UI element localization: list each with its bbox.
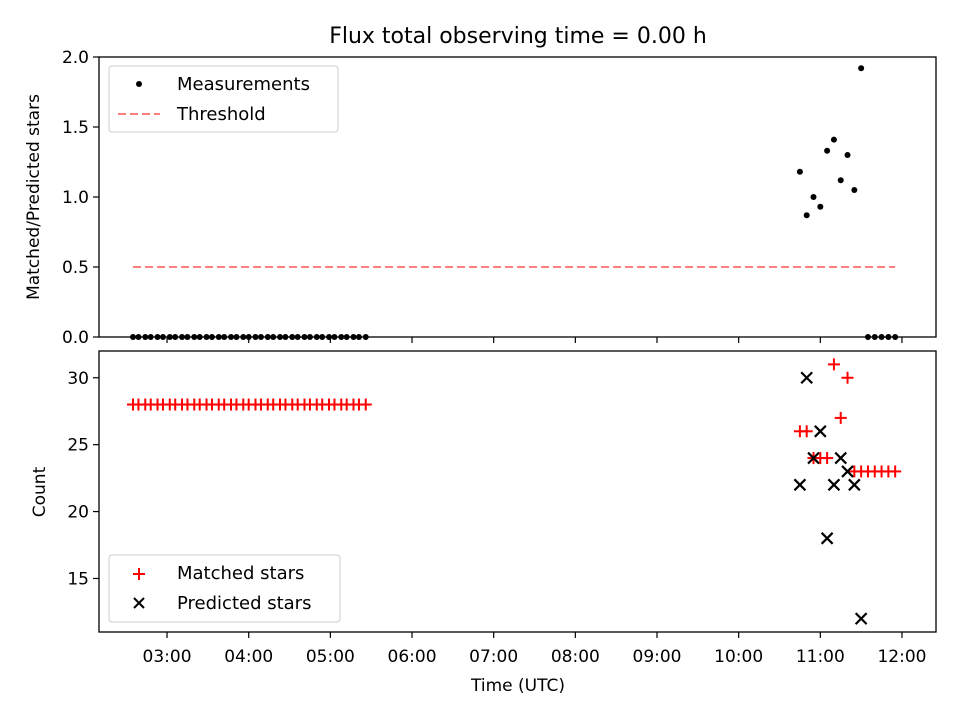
bottom-y-tick-label: 25 [67,436,89,456]
x-tick-label: 04:00 [224,647,273,667]
top-y-tick-label: 1.5 [62,118,89,138]
bottom-y-tick-label: 20 [67,503,89,523]
measurements-point [830,136,837,143]
legend-matched-label: Matched stars [177,563,304,584]
predicted-stars-point [807,451,820,465]
top-y-tick-label: 0.0 [62,328,89,348]
predicted-stars-point [820,532,834,545]
measurements-point [803,212,810,219]
legend-measurements-label: Measurements [177,74,310,95]
predicted-stars-point [827,478,841,492]
legend-predicted-label: Predicted stars [177,593,311,614]
x-tick-label: 10:00 [714,647,763,667]
top-y-tick-label: 1.0 [62,188,89,208]
top-panel: 0.00.51.01.52.0 Matched/Predicted stars … [24,48,937,348]
measurements-point [844,152,851,158]
predicted-stars-point [800,371,813,385]
legend-predicted-marker [133,597,145,609]
measurements-point [810,194,817,200]
matched-stars-point [827,358,840,371]
bottom-axes-frame [98,350,937,633]
bottom-legend-box [108,554,341,623]
measurements-point [817,203,824,210]
measurements-point [824,147,831,154]
matched-stars-point [834,411,847,424]
legend-threshold-label: Threshold [176,104,266,125]
predicted-stars-point [834,451,848,465]
x-axis-label: Time (UTC) [470,676,565,696]
predicted-stars-point [793,478,807,492]
measurements-point [796,168,803,175]
x-tick-label: 06:00 [388,647,437,667]
top-legend: Measurements Threshold [108,65,339,133]
bottom-x-ticks: 03:00 04:00 05:00 06:00 07:00 08:00 09:00 10:00… [143,632,926,667]
predicted-stars-point [841,465,854,478]
top-axes-frame [98,56,937,338]
x-tick-label: 08:00 [551,647,600,667]
x-tick-label: 11:00 [796,647,845,667]
bottom-y-tick-label: 15 [67,569,89,589]
legend-matched-marker [133,568,145,580]
chart-title: Flux total observing time = 0.00 h [329,24,707,49]
bottom-plot-marks [127,358,902,625]
matched-stars-point [841,371,854,384]
predicted-stars-point [854,612,868,625]
matched-stars-point [800,425,813,438]
bottom-y-ticks: 15 20 25 30 [67,369,99,589]
bottom-y-tick-label: 30 [67,369,89,389]
matched-stars-point [889,465,902,478]
x-tick-label: 03:00 [143,647,192,667]
x-tick-label: 09:00 [633,647,682,667]
predicted-stars-point [848,478,861,492]
x-tick-label: 05:00 [306,647,355,667]
top-y-ticks: 0.0 0.5 1.0 1.5 2.0 [62,48,99,348]
matched-stars-point [821,452,834,465]
top-y-tick-label: 0.5 [62,258,89,278]
bottom-y-axis-label: Count [30,466,50,517]
matched-stars-point [359,398,372,411]
top-y-axis-label: Matched/Predicted stars [24,94,44,300]
x-tick-label: 12:00 [877,647,926,667]
measurements-point [858,65,865,72]
predicted-stars-point [814,425,827,438]
measurements-point [837,177,844,184]
legend-measurements-marker [136,81,142,87]
top-legend-box [108,65,339,133]
x-tick-label: 07:00 [469,647,518,667]
measurements-point [851,187,858,193]
top-y-tick-label: 2.0 [62,48,89,68]
bottom-legend: Matched stars Predicted stars [108,554,341,623]
